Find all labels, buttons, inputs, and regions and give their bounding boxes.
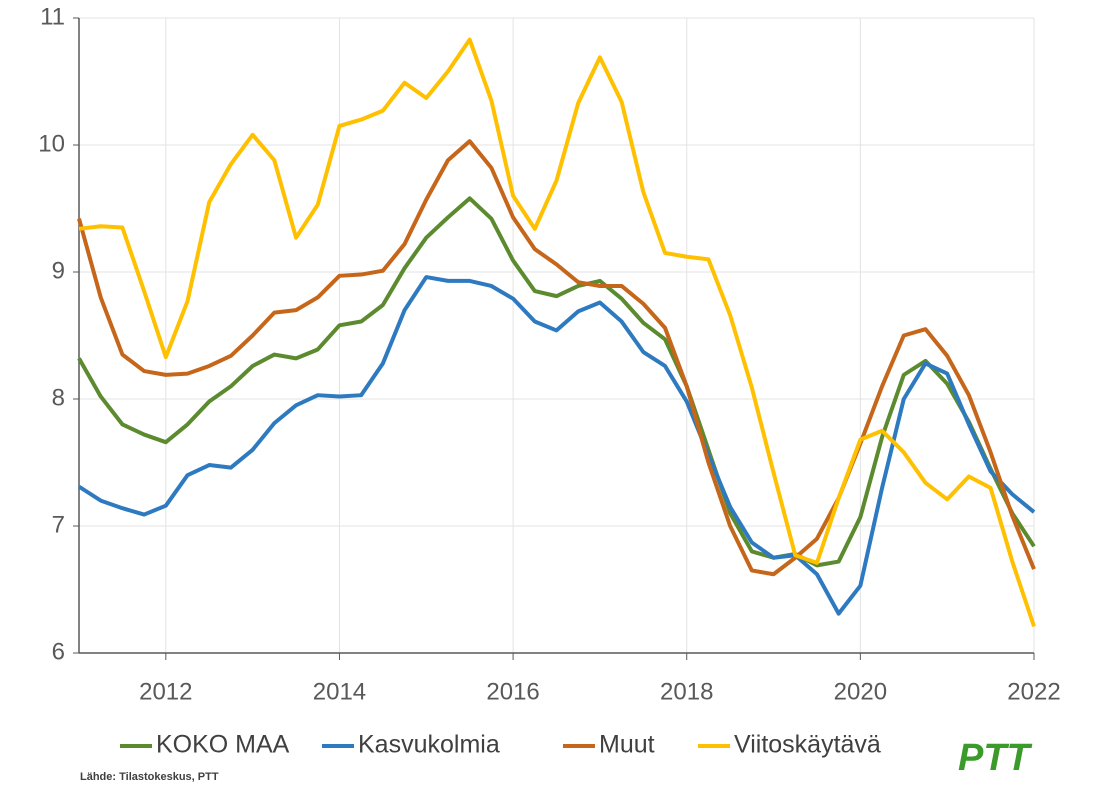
legend-label: KOKO MAA (156, 731, 290, 759)
logo: PTT (958, 737, 1033, 779)
y-tick-label: 11 (40, 3, 65, 30)
x-tick-label: 2020 (834, 678, 887, 705)
series-line (77, 196, 1036, 568)
x-tick-label: 2018 (660, 678, 713, 705)
source-note: Lähde: Tilastokeskus, PTT (80, 771, 219, 783)
y-tick-label: 8 (52, 384, 65, 411)
series-line (77, 139, 1036, 577)
series-line (78, 37, 1036, 627)
y-tick-label: 7 (52, 511, 65, 538)
x-tick-label: 2014 (313, 678, 366, 705)
y-tick-label: 10 (38, 130, 65, 157)
legend-label: Viitoskäytävä (734, 731, 881, 759)
series-line (77, 275, 1036, 616)
x-tick-label: 2012 (139, 678, 192, 705)
legend-label: Kasvukolmia (358, 731, 500, 759)
y-tick-label: 6 (52, 638, 65, 665)
legend-label: Muut (599, 731, 655, 759)
x-tick-label: 2022 (1007, 678, 1060, 705)
x-tick-label: 2016 (486, 678, 539, 705)
y-tick-label: 9 (52, 257, 65, 284)
